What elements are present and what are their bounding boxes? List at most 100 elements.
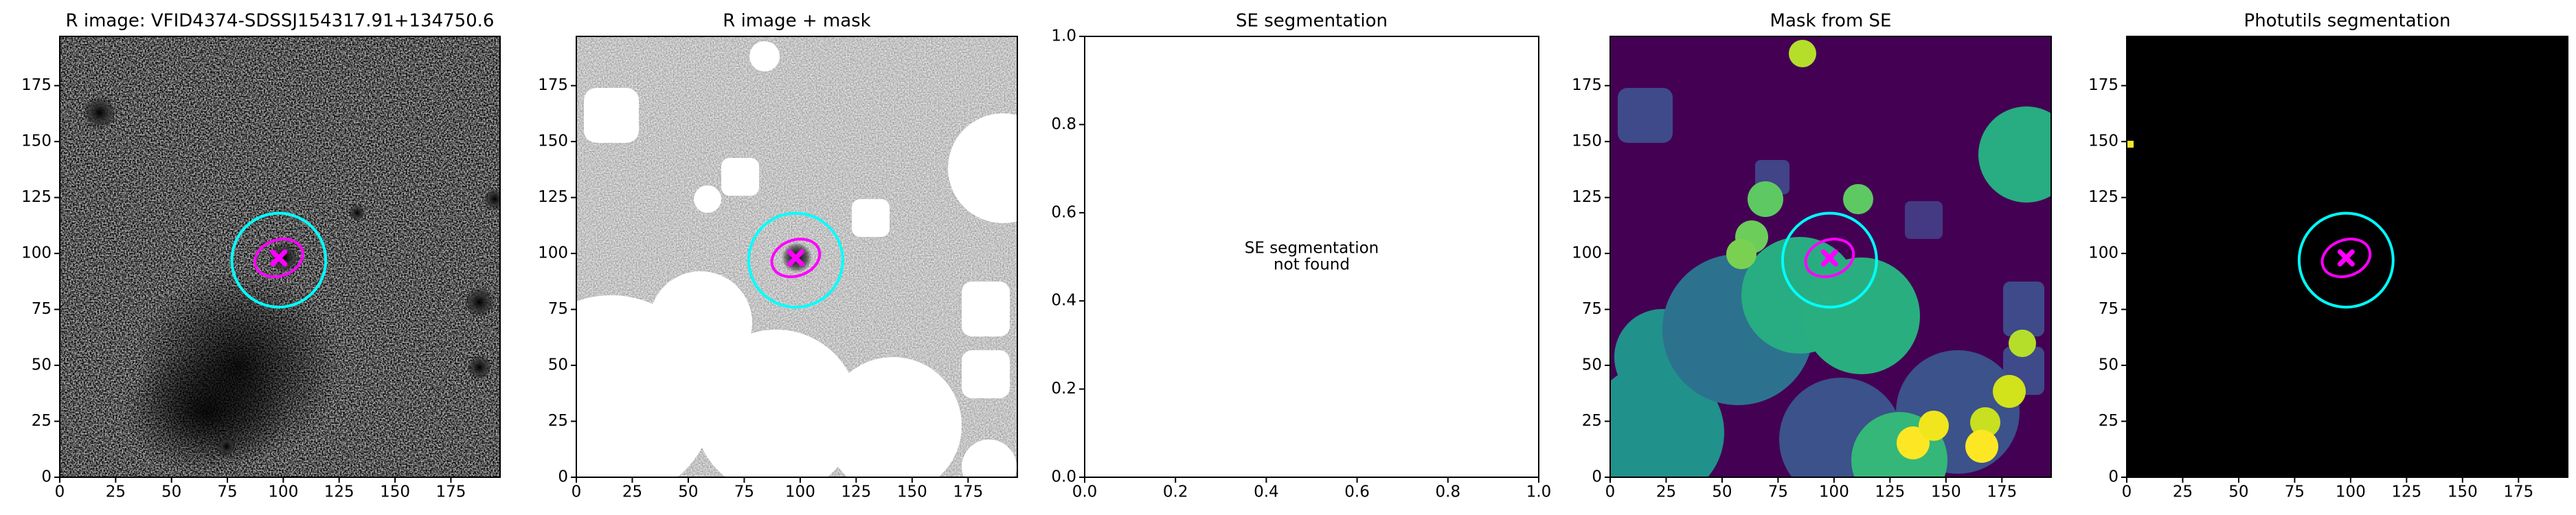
x-tick-label: 125 (1875, 483, 1905, 501)
x-tick-label: 50 (161, 483, 181, 501)
y-tick-label: 150 (2088, 133, 2119, 150)
y-tick-label: 25 (548, 412, 568, 430)
y-tick-label: 0.8 (1051, 115, 1076, 133)
x-tick-label: 0 (2122, 483, 2132, 501)
aperture-circle (230, 211, 328, 309)
y-tick-label: 175 (2088, 76, 2119, 94)
center-marker (2337, 249, 2355, 267)
x-tick-label: 0.6 (1344, 483, 1370, 501)
axes-frame (59, 36, 501, 478)
y-tick-label: 0 (2108, 468, 2119, 486)
x-tick-label: 150 (897, 483, 927, 501)
panel-title: R image + mask (723, 11, 871, 32)
y-tick-label: 175 (1572, 76, 1602, 94)
y-tick-label: 175 (21, 76, 52, 94)
y-tick-label: 50 (1582, 356, 1602, 374)
y-tick-label: 25 (32, 412, 52, 430)
x-tick-label: 100 (2336, 483, 2366, 501)
center-marker (270, 249, 288, 267)
annotation: SE segmentation (1245, 240, 1379, 258)
masked-image (576, 36, 1017, 477)
x-tick-label: 100 (785, 483, 815, 501)
y-tick-label: 125 (2088, 188, 2119, 206)
y-tick-label: 150 (1572, 133, 1602, 150)
y-tick-label: 75 (32, 300, 52, 318)
panel-title: Photutils segmentation (2244, 11, 2451, 32)
center-marker (1820, 249, 1838, 267)
y-tick-label: 0.6 (1051, 203, 1076, 221)
x-tick-label: 75 (2285, 483, 2305, 501)
y-tick-label: 1.0 (1051, 27, 1076, 45)
x-tick-label: 50 (2228, 483, 2248, 501)
aperture-ellipse (770, 238, 822, 279)
y-tick-label: 50 (32, 356, 52, 374)
y-tick-label: 25 (2099, 412, 2119, 430)
axes-frame (1609, 36, 2052, 478)
axes-frame (576, 36, 1018, 478)
y-tick-label: 100 (21, 244, 52, 262)
aperture-circle (1781, 211, 1878, 309)
x-tick-label: 25 (106, 483, 126, 501)
panel-title: SE segmentation (1236, 11, 1388, 32)
x-tick-label: 25 (1656, 483, 1676, 501)
center-marker (787, 249, 804, 267)
x-tick-label: 175 (436, 483, 466, 501)
x-tick-label: 0.2 (1163, 483, 1188, 501)
panel-title: R image: VFID4374-SDSSJ154317.91+134750.… (66, 11, 495, 32)
x-tick-label: 150 (1931, 483, 1961, 501)
y-tick-label: 75 (548, 300, 568, 318)
axes-frame (1084, 36, 1539, 478)
x-tick-label: 25 (622, 483, 642, 501)
y-tick-label: 150 (538, 133, 568, 150)
x-tick-label: 175 (1987, 483, 2017, 501)
x-tick-label: 125 (841, 483, 871, 501)
x-tick-label: 25 (2173, 483, 2193, 501)
y-tick-label: 25 (1582, 412, 1602, 430)
x-tick-label: 0 (1605, 483, 1616, 501)
y-tick-label: 0 (1592, 468, 1602, 486)
y-tick-label: 0 (558, 468, 568, 486)
aperture-circle (747, 211, 844, 309)
y-tick-label: 50 (2099, 356, 2119, 374)
y-tick-label: 125 (1572, 188, 1602, 206)
aperture-ellipse (253, 238, 304, 279)
panel-title: Mask from SE (1770, 11, 1892, 32)
y-tick-label: 150 (21, 133, 52, 150)
x-tick-label: 175 (2503, 483, 2533, 501)
x-tick-label: 125 (324, 483, 354, 501)
y-tick-label: 100 (2088, 244, 2119, 262)
segment (2127, 141, 2134, 148)
y-tick-label: 100 (1572, 244, 1602, 262)
x-tick-label: 0.8 (1436, 483, 1461, 501)
x-tick-label: 150 (2448, 483, 2478, 501)
x-tick-label: 75 (734, 483, 754, 501)
axes-frame (2126, 36, 2568, 478)
y-tick-label: 75 (2099, 300, 2119, 318)
y-tick-label: 0.4 (1051, 292, 1076, 310)
aperture-circle (2297, 211, 2395, 309)
x-tick-label: 1.0 (1526, 483, 1552, 501)
x-tick-label: 75 (1768, 483, 1788, 501)
x-tick-label: 0.4 (1254, 483, 1279, 501)
y-tick-label: 0.2 (1051, 380, 1076, 398)
aperture-ellipse (1804, 238, 1855, 279)
y-tick-label: 175 (538, 76, 568, 94)
y-tick-label: 125 (538, 188, 568, 206)
y-tick-label: 100 (538, 244, 568, 262)
x-tick-label: 175 (953, 483, 983, 501)
se-mask (1610, 36, 2051, 477)
x-tick-label: 50 (1712, 483, 1732, 501)
x-tick-label: 50 (678, 483, 698, 501)
x-tick-label: 100 (1819, 483, 1849, 501)
x-tick-label: 150 (380, 483, 410, 501)
x-tick-label: 100 (268, 483, 298, 501)
y-tick-label: 75 (1582, 300, 1602, 318)
y-tick-label: 0 (41, 468, 52, 486)
x-tick-label: 0.0 (1072, 483, 1098, 501)
x-tick-label: 0 (572, 483, 582, 501)
y-tick-label: 50 (548, 356, 568, 374)
x-tick-label: 0 (55, 483, 65, 501)
x-tick-label: 75 (217, 483, 237, 501)
y-tick-label: 0.0 (1051, 468, 1076, 486)
